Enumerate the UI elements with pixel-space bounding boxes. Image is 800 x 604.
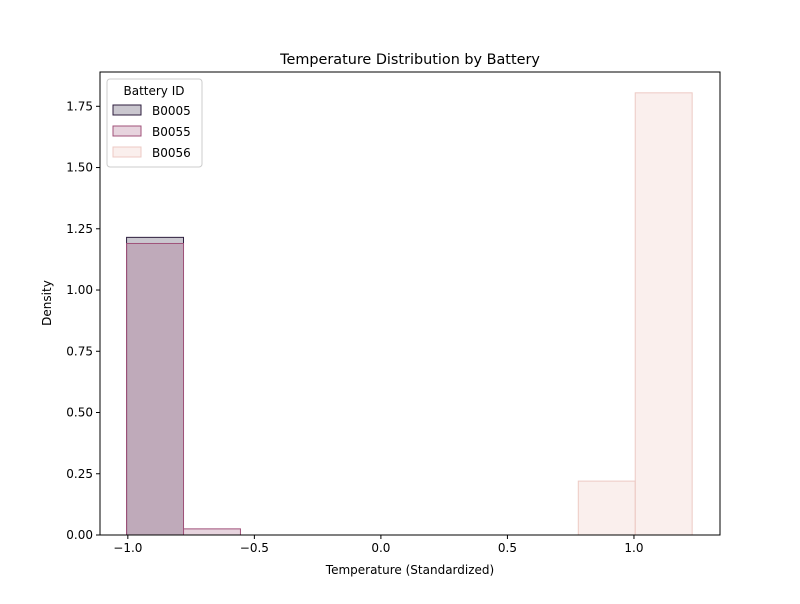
y-tick-label: 1.75 (66, 99, 93, 113)
y-tick-label: 0.75 (66, 344, 93, 358)
legend-label-B0005: B0005 (152, 104, 191, 118)
x-tick-label: 0.5 (498, 541, 517, 555)
plot-frame (99, 71, 721, 536)
legend-label-B0056: B0056 (152, 146, 191, 160)
x-tick-label: 1.0 (624, 541, 643, 555)
y-tick-label: 0.00 (66, 528, 93, 542)
histogram-bar-B0055-1 (183, 528, 241, 536)
y-tick-label: 1.00 (66, 283, 93, 297)
x-axis-ticks: −1.0 −0.5 0.0 0.5 1.0 (113, 535, 644, 555)
legend-frame (106, 78, 203, 168)
y-tick-label: 0.50 (66, 406, 93, 420)
bars-layer (126, 92, 693, 536)
legend-title: Battery ID (123, 84, 184, 98)
x-tick-label: −0.5 (240, 541, 269, 555)
chart-title: Temperature Distribution by Battery (279, 52, 540, 68)
legend-swatch-B0056 (112, 146, 142, 158)
y-tick-label: 1.50 (66, 161, 93, 175)
histogram-bar-B0056-1 (577, 480, 636, 536)
x-tick-label: −1.0 (113, 541, 142, 555)
histogram-bar-B0056-2 (634, 92, 693, 536)
x-axis-label: Temperature (Standardized) (325, 563, 494, 577)
y-axis-ticks: 0.00 0.25 0.50 0.75 1.00 1.25 1.50 1.75 (66, 99, 100, 542)
y-tick-label: 1.25 (66, 222, 93, 236)
legend: Battery ID B0005 B0055 B0056 (106, 78, 203, 168)
legend-swatch-B0005 (112, 104, 142, 116)
histogram-bar-B0005-0 (126, 236, 185, 536)
legend-swatch-B0055 (112, 125, 142, 137)
y-axis-label: Density (40, 280, 54, 326)
x-tick-label: 0.0 (371, 541, 390, 555)
histogram-bar-B0055-0 (126, 242, 185, 536)
legend-label-B0055: B0055 (152, 125, 191, 139)
y-tick-label: 0.25 (66, 467, 93, 481)
